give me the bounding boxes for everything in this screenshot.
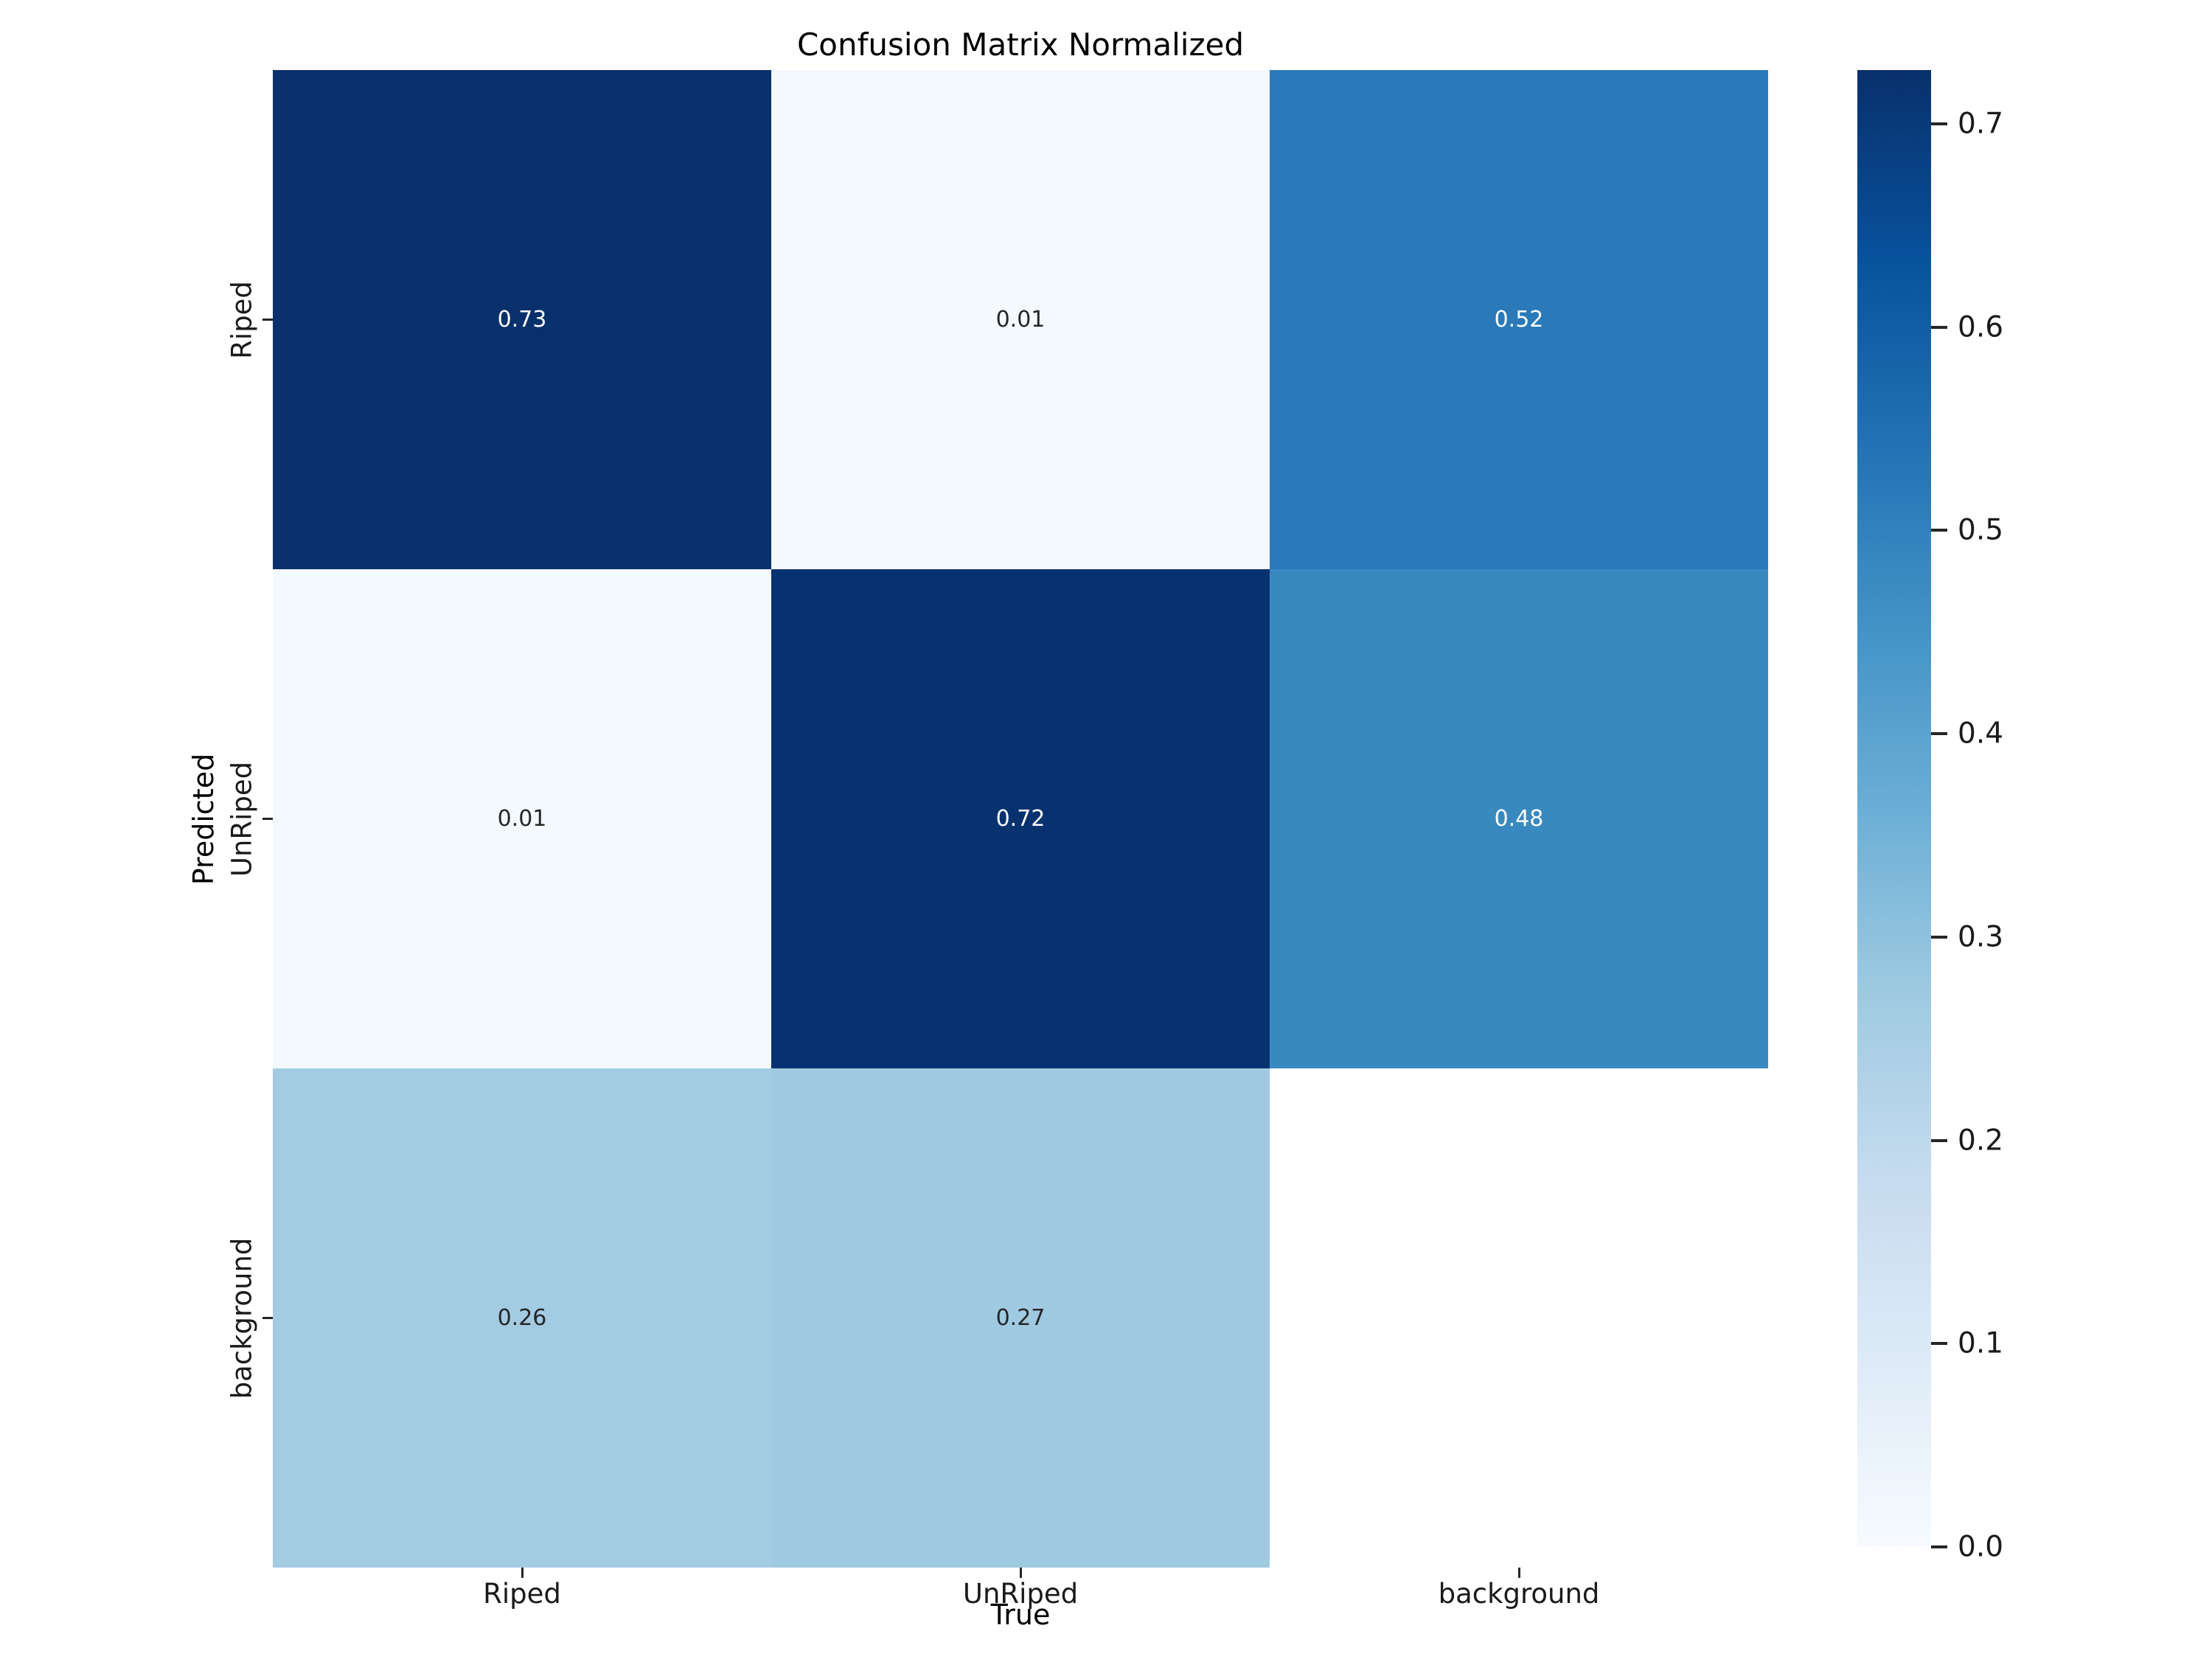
colorbar-tick-label: 0.1 bbox=[1958, 1326, 2004, 1360]
colorbar-tick-label: 0.4 bbox=[1958, 717, 2004, 751]
y-tick-label: Riped bbox=[226, 280, 258, 359]
colorbar-tick-mark bbox=[1931, 122, 1947, 126]
y-tick-mark bbox=[262, 818, 273, 820]
colorbar-tick-mark bbox=[1931, 325, 1947, 329]
colorbar-gradient bbox=[1857, 70, 1931, 1547]
heatmap-cell: 0.52 bbox=[1270, 70, 1768, 569]
colorbar-tick-mark bbox=[1931, 1545, 1947, 1548]
colorbar-tick-label: 0.5 bbox=[1958, 513, 2004, 547]
chart-title: Confusion Matrix Normalized bbox=[796, 27, 1245, 63]
colorbar-tick-mark bbox=[1931, 1138, 1947, 1142]
y-tick-label: UnRiped bbox=[226, 761, 258, 877]
y-tick-mark bbox=[262, 319, 273, 321]
heatmap-cell: 0.01 bbox=[771, 70, 1270, 569]
heatmap-cell: 0.27 bbox=[771, 1068, 1270, 1568]
x-tick-label: UnRiped bbox=[962, 1578, 1079, 1610]
heatmap-cell: 0.26 bbox=[273, 1068, 771, 1568]
y-tick-label: background bbox=[226, 1237, 258, 1399]
heatmap-cell bbox=[1270, 1068, 1768, 1568]
colorbar-tick-mark bbox=[1931, 529, 1947, 532]
colorbar-tick-label: 0.7 bbox=[1958, 107, 2004, 141]
x-tick-mark bbox=[521, 1568, 524, 1578]
heatmap-grid: 0.73 0.01 0.52 0.01 0.72 0.48 0.26 0.27 bbox=[273, 70, 1768, 1568]
colorbar-tick-mark bbox=[1931, 1342, 1947, 1346]
x-tick-mark bbox=[1019, 1568, 1022, 1578]
x-axis-label: True bbox=[990, 1599, 1051, 1631]
colorbar-tick-label: 0.3 bbox=[1958, 920, 2004, 954]
x-tick-label: Riped bbox=[483, 1578, 561, 1610]
heatmap-cell: 0.72 bbox=[771, 569, 1270, 1068]
heatmap-cell: 0.48 bbox=[1270, 569, 1768, 1068]
x-tick-mark bbox=[1517, 1568, 1520, 1578]
y-axis-label: Predicted bbox=[187, 753, 220, 885]
colorbar bbox=[1857, 70, 1931, 1547]
x-tick-label: background bbox=[1438, 1578, 1600, 1610]
heatmap-cell: 0.73 bbox=[273, 70, 771, 569]
colorbar-tick-mark bbox=[1931, 935, 1947, 939]
colorbar-tick-mark bbox=[1931, 732, 1947, 736]
heatmap-cell: 0.01 bbox=[273, 569, 771, 1068]
colorbar-tick-label: 0.0 bbox=[1958, 1530, 2004, 1564]
colorbar-tick-label: 0.6 bbox=[1958, 310, 2004, 344]
y-tick-mark bbox=[262, 1317, 273, 1319]
colorbar-tick-label: 0.2 bbox=[1958, 1124, 2004, 1158]
